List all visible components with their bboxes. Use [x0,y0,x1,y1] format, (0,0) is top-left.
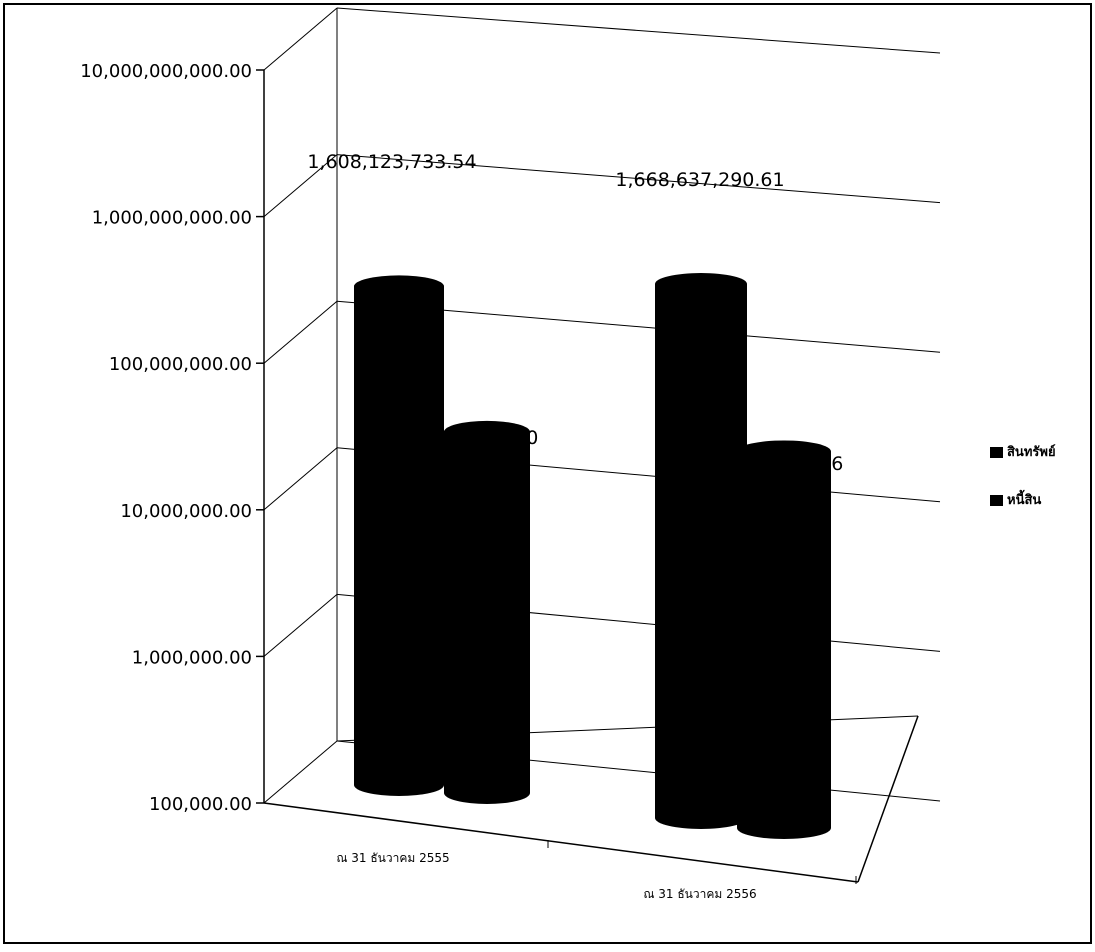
back-wall-gridline [336,154,941,204]
floor-right-edge [857,715,919,883]
legend-label: หนี้สิน [1007,489,1041,508]
side-wall-gridline [263,154,338,217]
grid: 10,000,000,000.00 1,000,000,000.00 100,000… [80,7,941,901]
bar-cylinder-body [737,451,831,839]
data-label: 1,608,123,733.54 [307,151,476,173]
bar-cylinder-top [737,440,831,463]
bars [354,273,831,839]
x-category-label: ณ 31 ธันวาคม 2555 [336,851,449,865]
floor-front-edge [263,802,859,883]
bar-cylinder-top [655,273,747,296]
data-label: 34,386.70 [442,427,539,449]
y-tick-label: 100,000.00 [149,794,252,815]
legend-swatch [990,447,1003,458]
y-tick-label: 1,000,000,000.00 [92,208,252,229]
bar-cylinder-body [655,284,747,829]
legend-label: สินทรัพย์ [1007,444,1056,460]
bar-cylinder-top [444,420,530,443]
y-tick-label: 10,000,000,000.00 [80,61,252,82]
data-label: 55,365.86 [747,453,844,475]
back-wall-gridline [336,7,941,54]
bar-cylinder-body [444,431,530,804]
y-tick-label: 10,000,000.00 [120,501,252,522]
y-tick-label: 1,000,000.00 [132,647,252,668]
bar-cylinder-top [354,275,444,298]
side-wall-gridline [263,300,338,364]
y-tick-label: 100,000,000.00 [109,354,252,375]
legend: สินทรัพย์หนี้สิน [990,444,1056,508]
side-wall-gridline [263,447,338,511]
side-wall-gridline [263,7,338,71]
bar-cylinder-body [354,286,444,796]
legend-swatch [990,495,1003,506]
data-label: 1,668,637,290.61 [615,169,784,191]
chart-border [3,3,1092,944]
side-wall-gridline [263,594,338,657]
data-labels: 1,608,123,733.54 34,386.70 1,668,637,290.6… [307,151,843,475]
side-wall-gridline [263,740,338,804]
x-category-label: ณ 31 ธันวาคม 2556 [643,887,756,901]
